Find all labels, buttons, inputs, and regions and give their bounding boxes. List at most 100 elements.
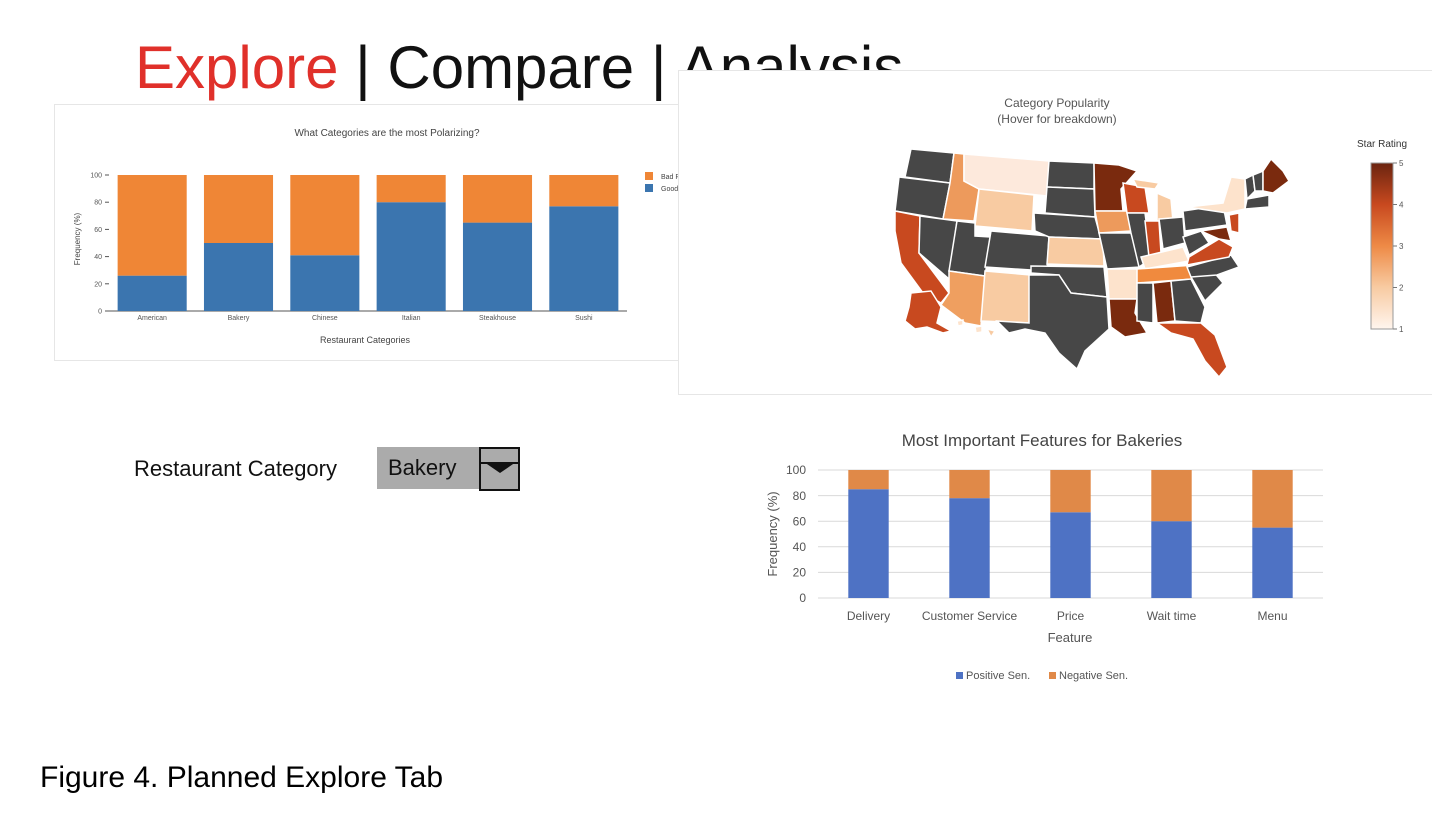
bar-bad-review-bakery [203, 175, 274, 243]
bar-positive-sen-price [1050, 512, 1091, 598]
tab-compare[interactable]: Compare [387, 34, 635, 101]
features-chart[interactable]: Most Important Features for Bakeries 0 20… [758, 425, 1358, 695]
bar-positive-sen-wait-time [1151, 521, 1192, 598]
state-region[interactable] [1131, 178, 1161, 190]
y-tick-label: 40 [94, 254, 102, 261]
polarizing-chart[interactable]: What Categories are the most Polarizing?… [55, 105, 718, 360]
state-region[interactable] [956, 319, 964, 327]
y-tick-label: 80 [793, 489, 807, 503]
y-tick-label: 100 [90, 172, 102, 179]
chevron-down-icon [484, 462, 516, 473]
x-tick-label: Bakery [228, 315, 250, 322]
chart-title: Most Important Features for Bakeries [902, 431, 1183, 450]
state-region[interactable] [1046, 236, 1105, 267]
map-subtitle: (Hover for breakdown) [997, 112, 1116, 126]
polarizing-chart-panel: What Categories are the most Polarizing?… [54, 104, 719, 361]
state-region[interactable] [939, 270, 986, 327]
legend-label-positive: Positive Sen. [966, 670, 1030, 682]
chart-title: What Categories are the most Polarizing? [294, 128, 480, 139]
tab-explore[interactable]: Explore [135, 34, 339, 101]
legend-label-negative: Negative Sen. [1059, 670, 1128, 682]
y-tick-label: 40 [793, 540, 807, 554]
colorbar-title: Star Rating [1357, 139, 1407, 150]
x-tick-label: Steakhouse [479, 315, 516, 322]
bar-negative-sen-customer-service [949, 470, 990, 499]
title-separator: | [634, 34, 680, 101]
state-region[interactable] [948, 220, 992, 277]
legend-swatch-bad-review [645, 172, 653, 180]
state-region[interactable] [974, 188, 1035, 232]
state-region[interactable] [984, 230, 1050, 272]
legend-swatch-good-review [645, 184, 653, 192]
bar-good-review-sushi [549, 206, 619, 311]
x-tick-label: American [137, 315, 167, 322]
colorbar-tick-label: 3 [1399, 242, 1404, 251]
x-tick-label: Sushi [575, 315, 593, 322]
state-region[interactable] [1154, 322, 1228, 379]
x-tick-label: Italian [402, 315, 421, 322]
state-region[interactable] [904, 290, 953, 334]
bar-positive-sen-menu [1252, 527, 1293, 598]
map-title: Category Popularity [1004, 96, 1109, 110]
restaurant-category-select[interactable]: Bakery [377, 447, 520, 491]
state-region[interactable] [1046, 160, 1095, 190]
bar-bad-review-sushi [549, 175, 619, 207]
bar-good-review-italian [376, 202, 446, 311]
state-region[interactable] [1252, 169, 1264, 192]
y-tick-label: 80 [94, 200, 102, 207]
x-tick-label: Menu [1257, 609, 1287, 623]
x-tick-label: Chinese [312, 315, 338, 322]
x-tick-label: Wait time [1147, 609, 1197, 623]
figure-caption: Figure 4. Planned Explore Tab [40, 761, 444, 794]
x-tick-label: Customer Service [922, 609, 1018, 623]
state-region[interactable] [1198, 226, 1233, 242]
us-states-map[interactable] [894, 148, 1290, 379]
state-region[interactable] [1156, 191, 1174, 222]
state-region[interactable] [1170, 278, 1206, 324]
colorbar-tick-label: 1 [1399, 325, 1404, 334]
state-region[interactable] [1182, 230, 1211, 257]
state-region[interactable] [1106, 268, 1140, 300]
state-region[interactable] [974, 325, 983, 334]
bar-negative-sen-wait-time [1151, 470, 1192, 522]
state-region[interactable] [1136, 282, 1154, 324]
state-region[interactable] [985, 327, 997, 339]
state-region[interactable] [1033, 212, 1102, 240]
bar-good-review-steakhouse [462, 222, 533, 311]
y-axis-label: Frequency (%) [73, 212, 82, 265]
bar-bad-review-steakhouse [462, 175, 533, 223]
state-region[interactable] [1186, 176, 1246, 214]
bar-bad-review-chinese [290, 175, 360, 256]
bar-good-review-bakery [203, 243, 274, 311]
state-region[interactable] [1044, 186, 1096, 218]
bar-negative-sen-delivery [848, 470, 889, 490]
state-region[interactable] [1098, 232, 1142, 270]
state-region[interactable] [1244, 194, 1270, 210]
state-region[interactable] [1094, 210, 1132, 234]
state-region[interactable] [1158, 216, 1186, 250]
star-rating-colorbar: Star Rating 5 4 3 2 1 [1357, 139, 1407, 334]
legend-swatch-negative [1049, 672, 1056, 679]
legend: Positive Sen. Negative Sen. [956, 670, 1128, 682]
state-region[interactable] [980, 270, 1032, 324]
y-tick-label: 60 [793, 514, 807, 528]
category-popularity-map-panel: Category Popularity (Hover for breakdown… [678, 70, 1432, 395]
bar-negative-sen-menu [1252, 470, 1293, 528]
legend-swatch-positive [956, 672, 963, 679]
category-popularity-map[interactable]: Category Popularity (Hover for breakdown… [679, 71, 1432, 394]
state-region[interactable] [995, 274, 1110, 371]
bar-positive-sen-delivery [848, 489, 889, 598]
y-tick-label: 100 [786, 463, 806, 477]
x-tick-label: Price [1057, 609, 1085, 623]
bar-good-review-american [117, 275, 187, 311]
colorbar-gradient [1370, 162, 1394, 330]
bar-bad-review-italian [376, 175, 446, 203]
state-region[interactable] [1185, 238, 1234, 266]
state-region[interactable] [1262, 157, 1290, 194]
dropdown-button[interactable] [479, 447, 520, 491]
bar-negative-sen-price [1050, 470, 1091, 513]
bar-positive-sen-customer-service [949, 498, 990, 598]
y-tick-label: 20 [94, 281, 102, 288]
restaurant-category-value: Bakery [388, 455, 457, 480]
state-region[interactable] [1228, 212, 1240, 234]
